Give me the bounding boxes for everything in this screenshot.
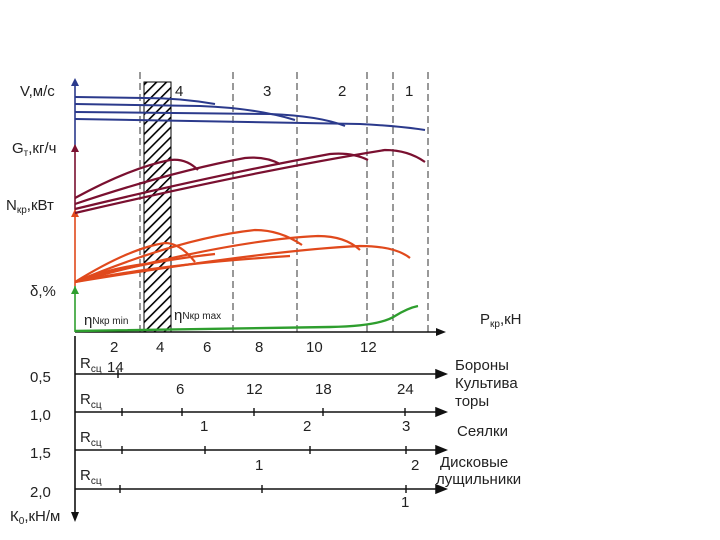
force-tick-label: 12 <box>360 339 377 356</box>
cultivators-tick-value: 24 <box>397 381 414 398</box>
implement-name-harrows: Бороны <box>455 357 509 374</box>
cultivators-tick-value: 6 <box>176 381 184 398</box>
power-curve <box>74 228 303 284</box>
hatched-zone <box>143 81 172 333</box>
arrow-cultivators-icon <box>435 406 449 418</box>
seeders-tick-value: 2 <box>303 418 311 435</box>
cultivators-tick-value: 12 <box>246 381 263 398</box>
k0-axis-label: К0,кН/м <box>10 508 60 527</box>
power-curves-lower <box>74 252 291 284</box>
implement-name-seeders: Сеялки <box>457 423 508 440</box>
fuel-curves <box>74 148 426 215</box>
cultivators-line2: торы <box>455 393 489 410</box>
rsc-label: Rсц <box>80 391 102 411</box>
arrow-disc-harrows-icon <box>435 483 449 495</box>
speed-curves <box>74 96 426 131</box>
implement-name-disc-harrows: Дисковые лущильники <box>436 454 521 488</box>
gear-label: 4 <box>175 83 183 100</box>
k0-value: 1,0 <box>30 407 51 424</box>
force-tick-label: 2 <box>110 339 118 356</box>
force-tick-label: 4 <box>156 339 164 356</box>
gear-label: 2 <box>338 83 346 100</box>
arrow-fuel-icon <box>71 144 79 152</box>
k0-value: 0,5 <box>30 369 51 386</box>
rsc-label: Rсц <box>80 467 102 487</box>
rsc-label: Rсц <box>80 429 102 449</box>
traction-force-axis-label: Pкр,кН <box>480 311 522 330</box>
speed-curve <box>74 103 296 121</box>
gear-label: 3 <box>263 83 271 100</box>
arrow-k0-icon <box>71 512 79 522</box>
gear-boundaries <box>139 72 429 335</box>
implement-name-cultivators: Культива торы <box>455 375 522 410</box>
arrow-traction-force-icon <box>436 328 446 336</box>
implement-ticks <box>117 370 407 493</box>
rsc-label: Rсц <box>80 355 102 375</box>
power-curve <box>74 252 216 284</box>
disc-harrows-tick-value: 2 <box>411 457 419 474</box>
harrows-tick-value: 14 <box>107 359 124 376</box>
k0-value: 1,5 <box>30 445 51 462</box>
speed-curve <box>74 96 216 105</box>
fuel-curve <box>74 156 281 206</box>
disc-harrows-line1: Дисковые <box>440 454 508 471</box>
gear-label: 1 <box>405 83 413 100</box>
fuel-curve <box>74 148 426 215</box>
power-curve <box>74 241 196 283</box>
cultivators-line1: Культива <box>455 375 518 392</box>
power-curve <box>74 244 411 284</box>
speed-curve <box>74 118 426 131</box>
disc-harrows-line2: лущильники <box>436 471 521 488</box>
speed-axis-label: V,м/с <box>20 83 55 100</box>
efficiency-max-label: ηNкр max <box>174 307 221 324</box>
force-tick-label: 10 <box>306 339 323 356</box>
slip-axis-label: δ,% <box>30 283 56 300</box>
implement-scales <box>75 368 449 495</box>
power-curve <box>74 254 291 284</box>
cultivators-tick-value: 18 <box>315 381 332 398</box>
arrow-slip-icon <box>71 286 79 294</box>
power-axis-label: Nкр,кВт <box>6 197 54 216</box>
force-tick-label: 6 <box>203 339 211 356</box>
arrow-seeders-icon <box>435 444 449 456</box>
fuel-curve <box>74 158 199 199</box>
k0-value: 2,0 <box>30 484 51 501</box>
seeders-tick-value: 1 <box>200 418 208 435</box>
power-curves <box>74 228 411 284</box>
bottom-tick-value: 1 <box>401 494 409 511</box>
fuel-axis-label: Gт,кг/ч <box>12 140 56 159</box>
disc-harrows-tick-value: 1 <box>255 457 263 474</box>
efficiency-min-label: ηNкр min <box>84 312 128 329</box>
arrow-speed-icon <box>71 78 79 86</box>
seeders-tick-value: 3 <box>402 418 410 435</box>
slip-curve <box>74 304 419 333</box>
arrow-harrows-icon <box>435 368 449 380</box>
force-tick-label: 8 <box>255 339 263 356</box>
